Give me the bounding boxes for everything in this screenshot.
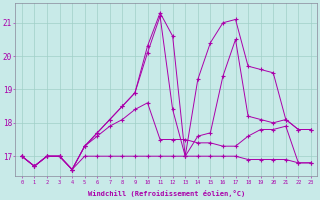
X-axis label: Windchill (Refroidissement éolien,°C): Windchill (Refroidissement éolien,°C) [88, 190, 245, 197]
